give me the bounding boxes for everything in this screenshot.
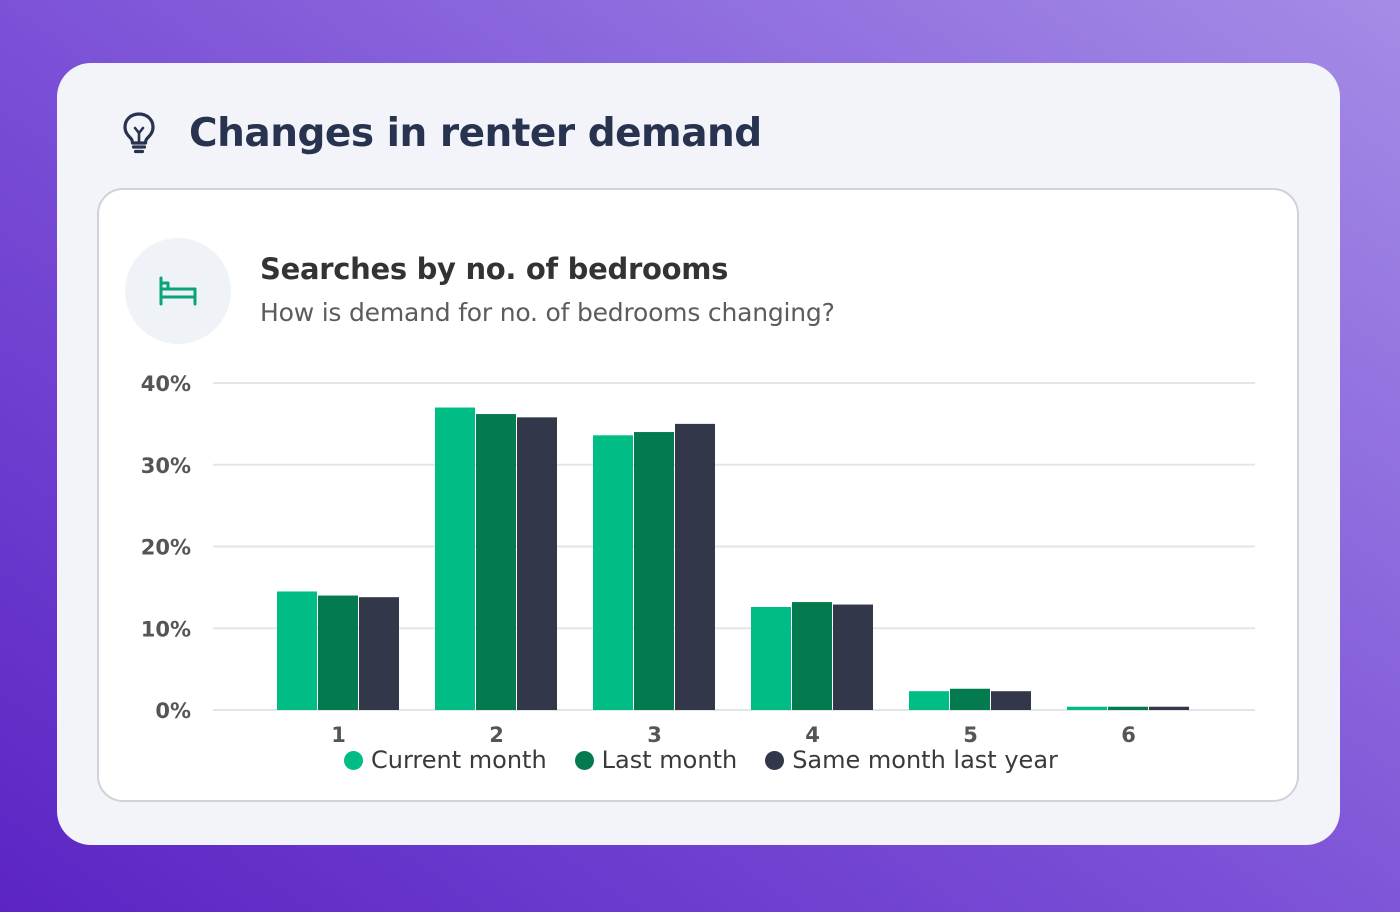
x-tick-label: 1 — [331, 723, 346, 747]
y-tick-label: 40% — [141, 372, 191, 396]
legend-swatch-last — [574, 750, 594, 770]
bar — [359, 597, 399, 710]
icon-badge — [125, 238, 231, 344]
bar — [909, 691, 949, 710]
bar — [792, 602, 832, 710]
bar — [1149, 706, 1189, 710]
legend-label-last-year: Same month last year — [792, 746, 1058, 774]
legend-swatch-current — [344, 750, 363, 770]
bar — [833, 604, 873, 710]
y-tick-label: 0% — [155, 699, 191, 723]
y-tick-label: 10% — [141, 617, 191, 641]
bar — [277, 591, 317, 710]
bar — [435, 407, 475, 710]
x-tick-label: 6 — [1121, 723, 1136, 747]
bar — [593, 435, 633, 710]
bar — [1108, 706, 1148, 710]
x-tick-label: 2 — [489, 723, 504, 747]
bar — [991, 691, 1031, 710]
chart-panel: Searches by no. of bedrooms How is deman… — [97, 188, 1299, 802]
bar — [1067, 706, 1107, 710]
insight-card: Changes in renter demand Searches by no.… — [57, 63, 1340, 845]
chart-title: Searches by no. of bedrooms — [260, 252, 729, 286]
page-title: Changes in renter demand — [189, 110, 762, 156]
bar — [318, 595, 358, 710]
bar — [675, 423, 715, 710]
legend-label-current: Current month — [371, 746, 547, 774]
x-tick-label: 3 — [647, 723, 662, 747]
bar — [751, 606, 791, 710]
lightbulb-icon — [123, 112, 155, 154]
bar — [517, 417, 557, 710]
y-tick-label: 30% — [141, 454, 191, 478]
x-tick-label: 5 — [963, 723, 978, 747]
legend-item-current: Current month — [344, 746, 547, 774]
legend-item-last: Last month — [574, 746, 738, 774]
bed-icon — [159, 276, 197, 306]
bar — [476, 414, 516, 710]
legend-swatch-last-year — [765, 750, 785, 770]
bar — [950, 688, 990, 710]
x-tick-label: 4 — [805, 723, 820, 747]
y-tick-label: 20% — [141, 536, 191, 560]
legend-label-last: Last month — [601, 746, 738, 774]
chart-subtitle: How is demand for no. of bedrooms changi… — [260, 298, 835, 327]
bar-chart: 0% 10% 20% 30% 40% 1 2 3 4 5 6 — [141, 372, 1255, 747]
chart-legend: Current month Last month Same month last… — [344, 746, 1086, 774]
card-header: Changes in renter demand — [121, 103, 762, 163]
legend-item-last-year: Same month last year — [765, 746, 1058, 774]
bar — [634, 432, 674, 710]
